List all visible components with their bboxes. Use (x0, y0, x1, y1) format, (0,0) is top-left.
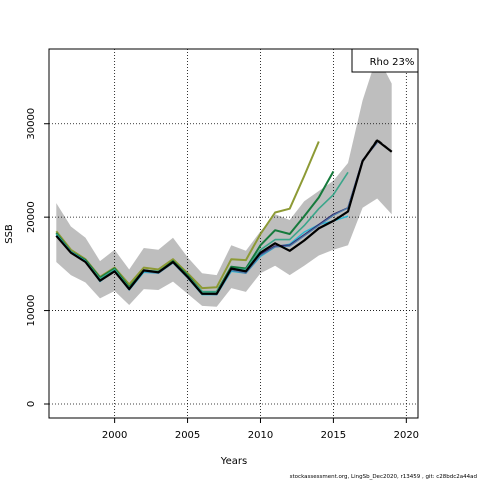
legend-box (351, 48, 419, 73)
confidence-band-area (56, 55, 392, 307)
y-tick-label: 20000 (26, 201, 37, 233)
y-tick-label: 30000 (26, 108, 37, 140)
x-tick-label: 2015 (321, 430, 346, 441)
x-tick-label: 2020 (394, 430, 419, 441)
series-line (55, 139, 393, 295)
y-tick-label: 0 (26, 401, 37, 407)
legend: Rho 23% (351, 48, 419, 73)
x-tick-label: 2010 (248, 430, 273, 441)
y-tick-label: 10000 (26, 295, 37, 327)
series-line (55, 171, 349, 293)
x-axis-title: Years (220, 456, 247, 467)
y-axis: 0 10000 20000 30000 (26, 108, 49, 407)
legend-text: Rho 23% (370, 57, 415, 68)
y-axis-title: SSB (4, 224, 15, 244)
confidence-band (56, 55, 392, 307)
footer-text: stockassessment.org, LingSb_Dec2020, r13… (290, 474, 477, 480)
x-axis: 2000 2005 2010 2015 2020 (102, 418, 419, 441)
x-tick-label: 2000 (102, 430, 127, 441)
plot-frame (48, 48, 419, 419)
x-tick-label: 2005 (175, 430, 200, 441)
series-lines (55, 138, 393, 296)
